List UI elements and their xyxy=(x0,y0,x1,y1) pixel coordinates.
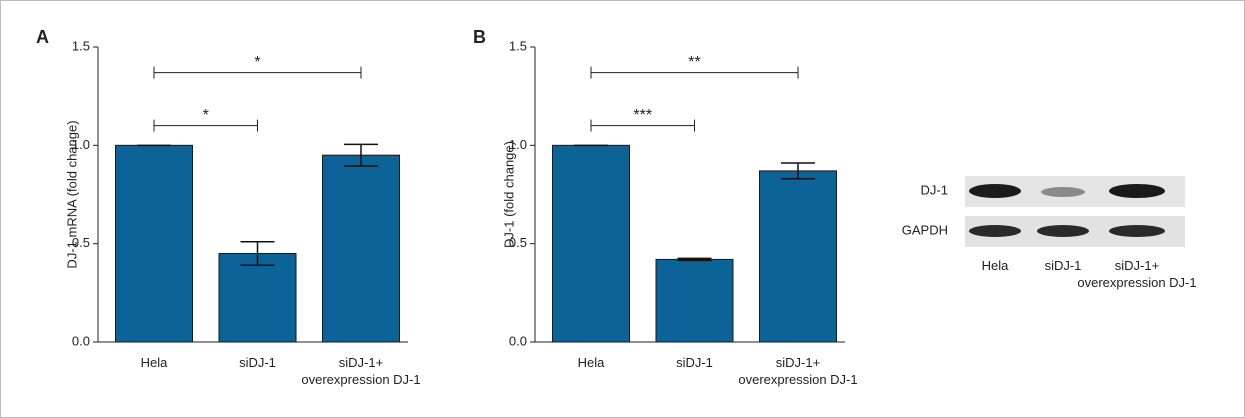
panel-label: B xyxy=(473,27,486,47)
error-bar xyxy=(344,143,378,167)
significance-label: * xyxy=(254,54,260,71)
blot-lane-label-box: Hela xyxy=(981,258,1009,273)
blot-row-label: GAPDH xyxy=(902,222,948,237)
y-tick-label: 1.0 xyxy=(72,137,90,152)
bar xyxy=(655,258,734,343)
x-tick-label-box: siDJ-1 xyxy=(239,355,276,370)
x-tick-label: siDJ-1 xyxy=(676,355,713,370)
blot-lane-label-box: siDJ-1 xyxy=(1044,258,1082,273)
bar xyxy=(322,154,400,343)
error-bar xyxy=(677,257,712,262)
blot-lane-label: Hela xyxy=(981,258,1009,273)
bar xyxy=(115,144,193,343)
blot-lane-label: siDJ-1+ overexpression DJ-1 xyxy=(1077,258,1197,290)
significance-label: ** xyxy=(688,54,700,71)
x-tick-label: Hela xyxy=(140,355,168,370)
x-tick-label-box: siDJ-1 xyxy=(676,355,713,370)
x-tick-label-box: Hela xyxy=(577,355,605,370)
panel-label: A xyxy=(36,27,49,47)
blot-lane-label: siDJ-1 xyxy=(1044,258,1082,273)
x-tick-label-box: siDJ-1+ overexpression DJ-1 xyxy=(738,355,858,387)
significance-bracket xyxy=(590,66,799,79)
significance-bracket xyxy=(590,119,695,132)
blot-row-label: DJ-1 xyxy=(921,182,948,197)
western-blot xyxy=(965,176,1185,247)
y-tick-label: 0.5 xyxy=(72,235,90,250)
y-tick-label: 0.0 xyxy=(509,333,527,348)
bar xyxy=(218,253,297,343)
y-axis-label: DJ-1 mRNA (fold change) xyxy=(64,120,79,268)
x-tick-label-box: siDJ-1+ overexpression DJ-1 xyxy=(301,355,421,387)
y-tick-label: 0.0 xyxy=(72,333,90,348)
bar xyxy=(552,144,630,343)
x-tick-label: siDJ-1 xyxy=(239,355,276,370)
y-tick-label: 1.5 xyxy=(72,38,90,53)
blot-lane-label-box: siDJ-1+ overexpression DJ-1 xyxy=(1077,258,1197,290)
bar xyxy=(759,170,837,343)
significance-label: * xyxy=(203,107,209,124)
error-bar xyxy=(781,162,815,180)
x-tick-label: Hela xyxy=(577,355,605,370)
significance-bracket xyxy=(153,119,258,132)
x-tick-label: siDJ-1+ overexpression DJ-1 xyxy=(301,355,421,387)
y-tick-label: 1.5 xyxy=(509,38,527,53)
y-tick-label: 1.0 xyxy=(509,137,527,152)
significance-bracket xyxy=(153,66,362,79)
significance-label: *** xyxy=(633,107,652,124)
y-tick-label: 0.5 xyxy=(509,235,527,250)
error-bar xyxy=(240,240,275,267)
x-tick-label: siDJ-1+ overexpression DJ-1 xyxy=(738,355,858,387)
y-axis-label: DJ-1 (fold change) xyxy=(501,141,516,248)
x-tick-label-box: Hela xyxy=(140,355,168,370)
